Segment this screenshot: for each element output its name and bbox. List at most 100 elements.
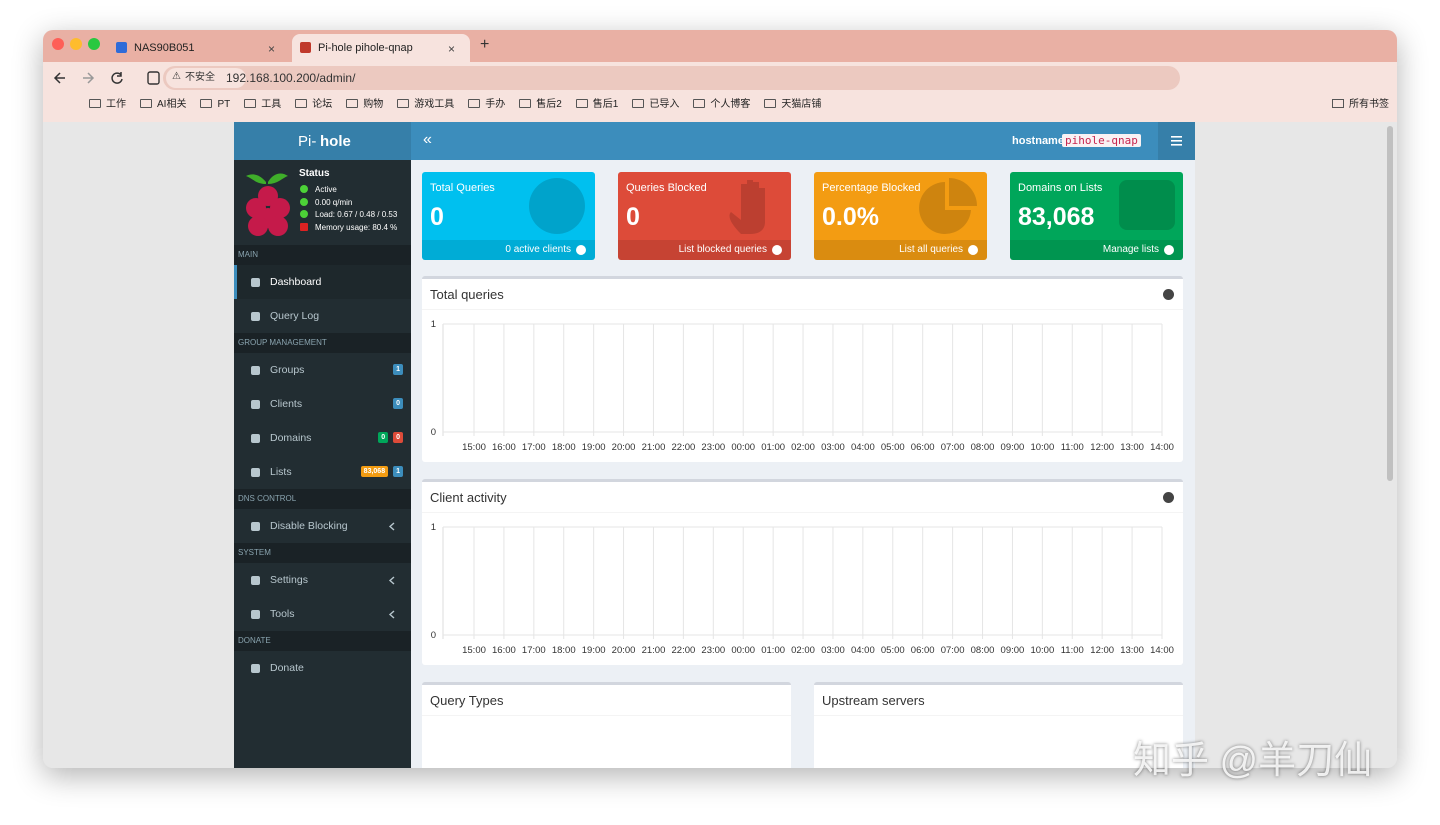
bookmark[interactable]: AI相关	[157, 99, 187, 110]
stat-value: 0.0%	[822, 203, 879, 231]
menu-item[interactable]: Disable Blocking	[234, 509, 411, 543]
security-label: 不安全	[185, 72, 215, 83]
x-tick-label: 17:00	[522, 645, 546, 656]
status-line: Load: 0.67 / 0.48 / 0.53	[315, 210, 398, 220]
bookmark[interactable]: 工具	[261, 99, 282, 110]
x-tick-label: 11:00	[1061, 645, 1084, 656]
new-tab[interactable]: +	[480, 36, 490, 53]
stat-box: Queries Blocked 0 List blocked queries	[618, 172, 791, 260]
menu-item[interactable]: Domains 0 0	[234, 421, 411, 455]
bookmarks-bar	[43, 92, 1397, 122]
badge: 1	[393, 466, 403, 477]
menu-section-label: DNS CONTROL	[238, 494, 297, 503]
security-chip	[166, 68, 246, 88]
stat-title: Percentage Blocked	[822, 182, 921, 194]
menu-label: Query Log	[270, 310, 320, 322]
stat-value: 0	[430, 203, 444, 231]
bookmark-folder-icon	[693, 99, 706, 108]
menu-icon	[251, 468, 260, 477]
x-tick-label: 15:00	[462, 645, 486, 656]
x-tick-label: 21:00	[642, 442, 666, 453]
status-dot	[300, 185, 308, 193]
menu-item[interactable]: Groups 1	[234, 353, 411, 387]
menu-icon	[251, 664, 260, 673]
leaf	[246, 174, 266, 184]
tab[interactable]: Pi-hole pihole-qnap ×	[292, 34, 470, 62]
menu-item[interactable]: Donate	[234, 651, 411, 685]
x-tick-label: 18:00	[552, 645, 576, 656]
bookmark[interactable]: 游戏工具	[414, 99, 455, 110]
x-tick-label: 05:00	[881, 645, 905, 656]
bookmark[interactable]: PT	[217, 99, 231, 110]
window-button	[52, 38, 64, 50]
menu-section-label: GROUP MANAGEMENT	[238, 338, 327, 347]
bookmark-folder-icon	[519, 99, 532, 108]
badge: 0	[378, 432, 389, 443]
stat-link: 0 active clients	[505, 244, 571, 255]
menu-item[interactable]: Dashboard	[234, 265, 411, 299]
menu-item[interactable]: Tools	[234, 597, 411, 631]
x-tick-label: 07:00	[941, 645, 965, 656]
stat-footer[interactable]: 0 active clients	[422, 240, 595, 260]
stat-footer[interactable]: List all queries	[814, 240, 987, 260]
info-icon	[1163, 492, 1174, 503]
divider	[422, 512, 1183, 513]
bar	[1171, 140, 1182, 142]
tab[interactable]: NAS90B051 ×	[108, 34, 290, 62]
bookmark[interactable]: 购物	[363, 99, 384, 110]
stat-link: List blocked queries	[678, 244, 767, 255]
browser-window: NAS90B051 × Pi-hole pihole-qnap × + 不安全 ⚠ 192.1…	[43, 30, 1397, 768]
x-tick-label: 05:00	[881, 442, 905, 453]
menu-icon	[251, 278, 260, 287]
menu-label: Tools	[270, 608, 295, 620]
bookmark-folder-icon	[295, 99, 308, 108]
stat-footer[interactable]: List blocked queries	[618, 240, 791, 260]
menu-item[interactable]: Clients 0	[234, 387, 411, 421]
arrow-icon	[968, 245, 978, 255]
bookmark-folder-icon	[468, 99, 481, 108]
menu-button[interactable]	[1158, 122, 1195, 160]
menu-icon	[251, 522, 260, 531]
menu-label: Disable Blocking	[270, 520, 348, 532]
navbar: « hostname: pihole-qnap	[411, 122, 1195, 160]
tab-title: NAS90B051	[134, 42, 195, 54]
tab-close: ×	[448, 42, 456, 56]
bookmark[interactable]: 个人博客	[710, 99, 751, 110]
omnibox[interactable]: 不安全 ⚠ 192.168.100.200/admin/	[163, 66, 1180, 90]
menu-icon	[251, 434, 260, 443]
status-line: Active	[315, 185, 337, 194]
bookmark[interactable]: 工作	[106, 99, 126, 110]
all-bookmarks[interactable]: 所有书签	[1349, 99, 1389, 110]
bookmark[interactable]: 论坛	[312, 99, 333, 110]
x-tick-label: 19:00	[582, 442, 606, 453]
logo-suffix: hole	[320, 133, 351, 150]
x-tick-label: 16:00	[492, 442, 516, 453]
tab-title: Pi-hole pihole-qnap	[318, 42, 413, 54]
x-tick-label: 23:00	[701, 442, 725, 453]
bookmark[interactable]: 天猫店铺	[781, 99, 822, 110]
stat-footer[interactable]: Manage lists	[1010, 240, 1183, 260]
menu-item[interactable]: Settings	[234, 563, 411, 597]
x-tick-label: 19:00	[582, 645, 606, 656]
x-tick-label: 10:00	[1030, 442, 1054, 453]
stat-title: Total Queries	[430, 182, 495, 194]
bookmark[interactable]: 售后2	[536, 99, 562, 110]
stat-box: Domains on Lists 83,068 Manage lists	[1010, 172, 1183, 260]
status-line: 0.00 q/min	[315, 197, 353, 207]
menu-label: Dashboard	[270, 276, 322, 288]
stat-value: 83,068	[1018, 203, 1095, 231]
x-tick-label: 01:00	[761, 442, 785, 453]
chevron	[388, 522, 395, 531]
menu-item[interactable]: Lists 1 83,068	[234, 455, 411, 489]
bookmark[interactable]: 售后1	[592, 99, 619, 110]
x-tick-label: 18:00	[552, 442, 576, 453]
back	[53, 72, 65, 84]
menu-label: Groups	[270, 364, 305, 376]
bookmark[interactable]: 手办	[485, 99, 506, 110]
sidebar-toggle[interactable]: «	[423, 131, 432, 148]
menu-section-label: SYSTEM	[238, 548, 271, 557]
bookmark-folder-icon	[764, 99, 777, 108]
menu-item[interactable]: Query Log	[234, 299, 411, 333]
x-tick-label: 22:00	[672, 442, 696, 453]
bookmark[interactable]: 已导入	[649, 99, 680, 110]
